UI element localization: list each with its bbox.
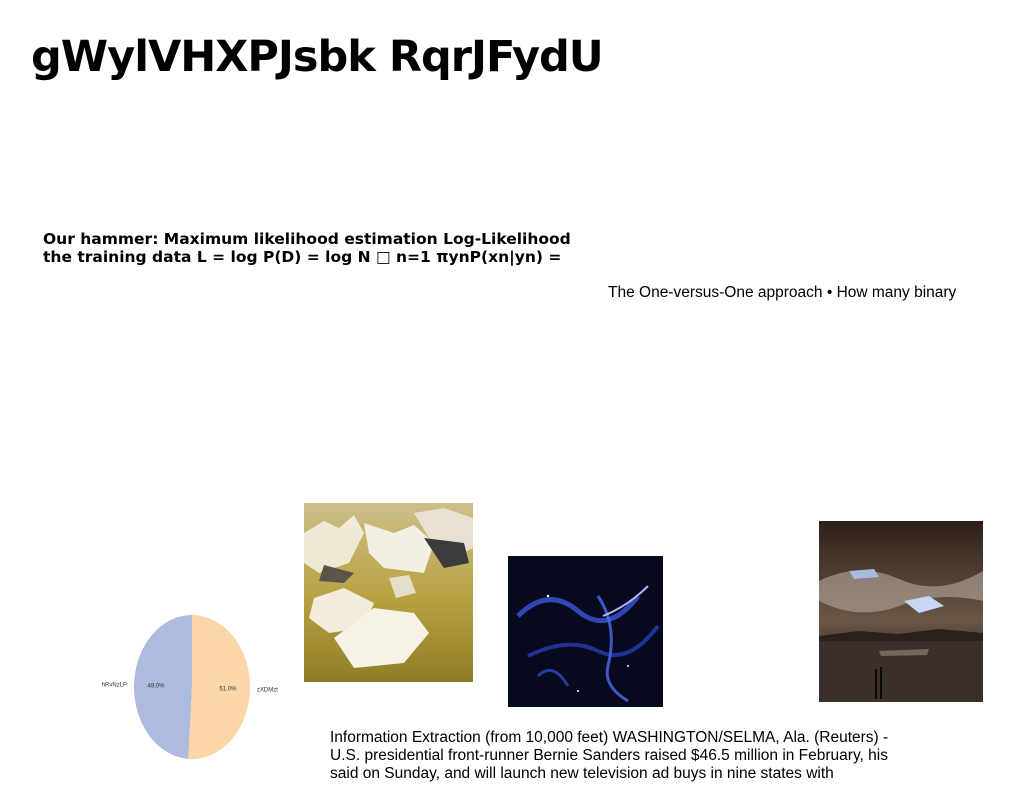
pie-category-label: hRvNzLP [102, 683, 127, 689]
caption-line-2: U.S. presidential front-runner Bernie Sa… [330, 747, 888, 764]
page-title: gWylVHXPJsbk RqrJFydU [31, 32, 604, 82]
beach-sunset-photo [819, 521, 983, 702]
pie-category-label: zXDMzt [257, 687, 278, 693]
caption-text-block: Information Extraction (from 10,000 feet… [330, 729, 930, 783]
caption-line-3: said on Sunday, and will launch new tele… [330, 765, 834, 782]
pie-percent-label: 51.0% [219, 686, 237, 692]
lecture-text-line-2: the training data L = log P(D) = log N □… [43, 248, 562, 266]
pie-percent-label: 49.0% [148, 684, 166, 690]
pie-slice-hRvNzLP [134, 615, 192, 759]
pie-slice-zXDMzt [188, 615, 251, 759]
pie-chart: 49.0% hRvNzLP 51.0% zXDMzt [102, 615, 278, 759]
lecture-text-line-1: Our hammer: Maximum likelihood estimatio… [43, 230, 571, 248]
lecture-text-block: Our hammer: Maximum likelihood estimatio… [43, 230, 623, 266]
ice-floes-photo [304, 503, 473, 682]
blue-nebula-photo [508, 556, 663, 707]
side-text: The One-versus-One approach • How many b… [608, 284, 957, 301]
caption-line-1: Information Extraction (from 10,000 feet… [330, 729, 889, 746]
